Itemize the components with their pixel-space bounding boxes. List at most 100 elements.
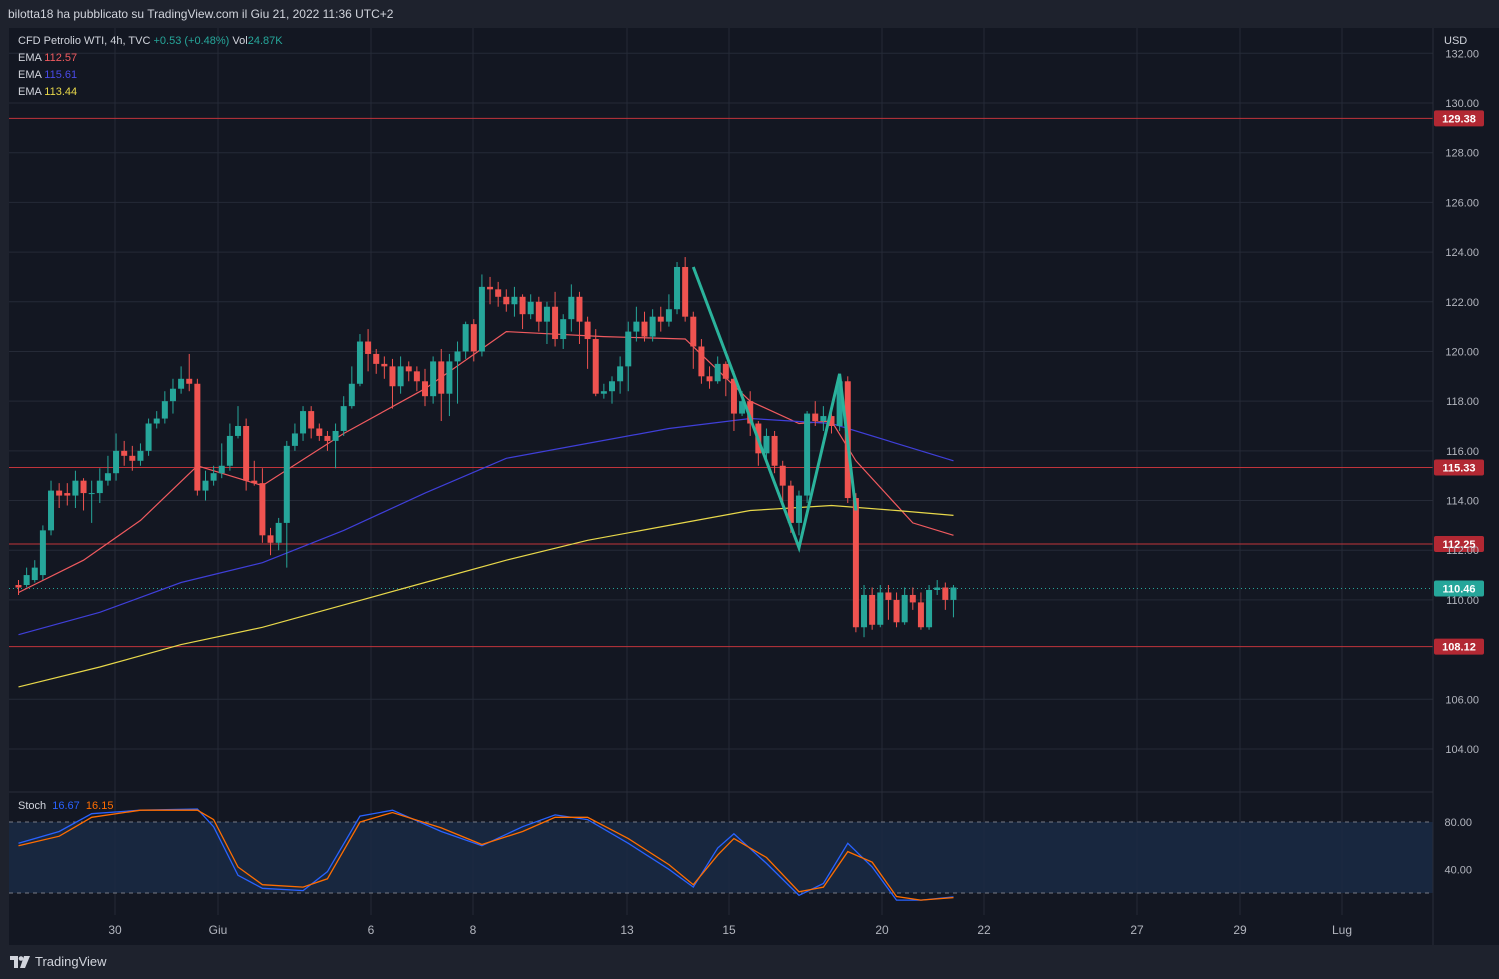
candle-body (462, 324, 469, 352)
level-tag-label: 115.33 (1442, 462, 1475, 474)
grid-lines (9, 28, 1433, 915)
candle-body (674, 266, 681, 310)
candle-body (422, 381, 428, 397)
ema1-label: EMA (18, 52, 42, 64)
candle-body (503, 296, 510, 305)
price-change: +0.53 (+0.48%) (153, 35, 230, 47)
candle-body (917, 602, 924, 628)
stoch-d-line (18, 809, 954, 901)
candle-body (430, 361, 437, 397)
time-axis-panel[interactable] (9, 915, 1433, 945)
candle-body (88, 493, 95, 495)
candle-body (405, 366, 412, 372)
level-tag (1434, 536, 1484, 553)
candle-body (186, 378, 193, 384)
candle-body (722, 363, 729, 379)
tradingview-logo[interactable]: TradingView (10, 954, 107, 969)
legend-ema1-row[interactable]: EMA 112.57 (18, 50, 283, 67)
ema3-label: EMA (18, 86, 42, 98)
level-tag-label: 112.25 (1442, 539, 1475, 551)
stoch-tick-label: 40.00 (1444, 864, 1472, 876)
last-price-label: 110.46 (1442, 583, 1475, 595)
candle-body (909, 594, 916, 603)
candle-body (812, 413, 819, 422)
candle-body (690, 316, 697, 347)
candle-body (633, 321, 640, 332)
price-axis-panel[interactable] (1433, 28, 1499, 945)
horizontal-levels[interactable]: 129.38 115.33 112.25 108.12 110.46 (9, 110, 1484, 655)
candle-body (592, 339, 599, 394)
ema1-value: 112.57 (44, 52, 78, 64)
ema2-value: 115.61 (44, 69, 78, 81)
candle-body (942, 587, 949, 600)
legend-symbol-row[interactable]: CFD Petrolio WTI, 4h, TVC +0.53 (+0.48%)… (18, 33, 283, 50)
candle-body (820, 416, 827, 422)
candle-body (560, 319, 567, 340)
time-tick-label: 15 (722, 923, 736, 937)
candle-body (608, 381, 615, 392)
candle-body (576, 296, 583, 322)
level-tag (1434, 110, 1484, 127)
candle-body (381, 363, 388, 367)
candle-body (714, 363, 721, 382)
candle-body (487, 286, 494, 290)
candle-body (218, 465, 225, 474)
legend-ema2-row[interactable]: EMA 115.61 (18, 67, 283, 84)
time-tick-label: Lug (1332, 923, 1352, 937)
candle-body (649, 316, 656, 337)
candle-body (584, 321, 591, 340)
candle-body (316, 428, 323, 436)
candle-body (251, 480, 258, 484)
ema2-label: EMA (18, 69, 42, 81)
candle-body (194, 383, 201, 491)
stoch-k-line (18, 808, 954, 901)
stoch-legend[interactable]: Stoch 16.67 16.15 (18, 800, 113, 812)
stoch-d-value: 16.15 (85, 800, 114, 812)
candle-body (893, 599, 900, 623)
price-tick-label: 120.00 (1445, 346, 1479, 358)
candle-body (771, 435, 778, 466)
time-tick-label: 8 (470, 923, 477, 937)
candle-body (64, 493, 71, 496)
candle-body (926, 589, 933, 628)
candle-body (519, 296, 526, 315)
zigzag-pattern[interactable] (691, 266, 858, 553)
candle-body (80, 480, 87, 494)
candle-body (934, 587, 941, 590)
candle-body (96, 480, 103, 494)
candle-body (137, 450, 144, 461)
candle-body (739, 401, 746, 414)
candle-body (104, 473, 111, 481)
candle-body (698, 346, 705, 377)
stoch-tick-label: 80.00 (1444, 817, 1472, 829)
candle-body (828, 416, 835, 426)
candle-body (552, 306, 559, 340)
price-tick-label: 116.00 (1446, 446, 1479, 458)
candle-body (535, 301, 542, 322)
candle-body (682, 266, 689, 317)
candle-body (747, 401, 754, 424)
candle-body (39, 530, 46, 576)
candle-body (56, 490, 63, 496)
level-tag (1434, 638, 1484, 655)
brand-name: TradingView (35, 954, 107, 969)
candle-body (787, 485, 794, 523)
candle-body (706, 376, 713, 382)
candle-body (153, 418, 160, 424)
stoch-band-fill (9, 822, 1433, 893)
candle-body (210, 473, 217, 481)
price-chart[interactable]: 129.38 115.33 112.25 108.12 110.46 132.00 130… (0, 0, 1499, 945)
candle-body (389, 366, 396, 387)
stoch-k-value: 16.67 (52, 800, 80, 812)
publish-text: bilotta18 ha pubblicato su TradingView.c… (8, 7, 394, 21)
candle-body (340, 406, 347, 431)
candle-body (129, 455, 136, 461)
candle-body (308, 411, 315, 429)
legend-ema3-row[interactable]: EMA 113.44 (18, 84, 283, 101)
footer: TradingView (0, 945, 1499, 979)
axis-labels: 132.00 130.00 128.00 126.00 124.00 122.00 120.… (108, 30, 1498, 937)
candle-body (730, 378, 737, 414)
candle-body (356, 341, 363, 384)
candle-body (641, 321, 648, 337)
time-tick-label: 30 (108, 923, 122, 937)
